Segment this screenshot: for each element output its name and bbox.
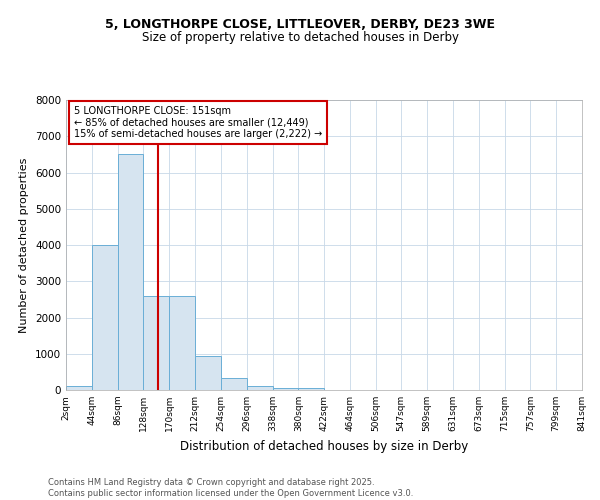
Y-axis label: Number of detached properties: Number of detached properties (19, 158, 29, 332)
Bar (221, 378, 247, 390)
Text: 5 LONGTHORPE CLOSE: 151sqm
← 85% of detached houses are smaller (12,449)
15% of : 5 LONGTHORPE CLOSE: 151sqm ← 85% of deta… (74, 106, 322, 139)
Bar (195, 356, 221, 390)
Bar (247, 386, 272, 390)
Bar (66, 386, 92, 390)
X-axis label: Distribution of detached houses by size in Derby: Distribution of detached houses by size … (180, 440, 468, 452)
Bar (298, 388, 325, 390)
Bar (143, 296, 169, 390)
Bar (118, 154, 143, 390)
Bar (169, 296, 195, 390)
Text: 5, LONGTHORPE CLOSE, LITTLEOVER, DERBY, DE23 3WE: 5, LONGTHORPE CLOSE, LITTLEOVER, DERBY, … (105, 18, 495, 30)
Bar (272, 388, 298, 390)
Text: Size of property relative to detached houses in Derby: Size of property relative to detached ho… (142, 31, 458, 44)
Text: Contains HM Land Registry data © Crown copyright and database right 2025.
Contai: Contains HM Land Registry data © Crown c… (48, 478, 413, 498)
Bar (92, 245, 118, 390)
